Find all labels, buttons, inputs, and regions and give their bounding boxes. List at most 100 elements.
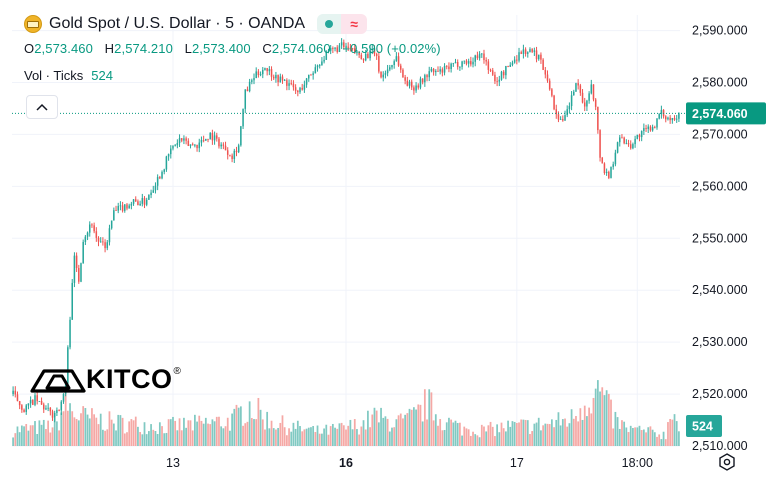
volume-bar (36, 434, 39, 446)
volume-bar (669, 418, 672, 446)
candle-body (191, 144, 194, 146)
chart-legend-header: Gold Spot / U.S. Dollar · 5 · OANDA ≈ (24, 12, 368, 36)
candle-body (134, 199, 137, 202)
candle-body (362, 59, 365, 61)
y-tick-label: 2,580.000 (692, 76, 748, 90)
volume-bar (531, 431, 534, 446)
candle-body (338, 45, 341, 52)
candle-body (360, 54, 363, 60)
volume-bar (194, 414, 196, 446)
candle-body (588, 93, 590, 101)
candle-body (564, 115, 566, 121)
volume-bar (321, 433, 323, 446)
volume-bar (399, 413, 402, 446)
volume-bar (678, 431, 680, 446)
volume-bar (559, 425, 562, 446)
candle-body (80, 263, 82, 282)
volume-bar (16, 426, 19, 446)
volume-bar (393, 427, 396, 446)
candle-body (189, 144, 192, 146)
volume-bar (432, 420, 435, 446)
volume-bar (250, 418, 253, 446)
volume-bar (596, 380, 599, 446)
open-key: O (24, 41, 35, 56)
volume-bar (397, 415, 400, 446)
symbol-title[interactable]: Gold Spot / U.S. Dollar · 5 · OANDA (49, 15, 306, 32)
volume-bar (112, 423, 115, 446)
volume-label[interactable]: Vol · Ticks (24, 68, 84, 83)
candle-body (522, 49, 525, 54)
close-key: C (262, 41, 272, 56)
volume-bar (408, 408, 411, 446)
volume-bar (104, 430, 106, 446)
candle-body (334, 47, 336, 49)
candle-body (88, 224, 91, 233)
volume-bar (568, 423, 571, 446)
candle-body (404, 77, 406, 81)
market-status-pill[interactable]: ≈ (317, 14, 368, 34)
y-tick-label: 2,540.000 (692, 283, 748, 297)
candle-body (244, 89, 247, 109)
volume-bar (472, 431, 474, 446)
candle-body (669, 117, 671, 121)
candle-body (60, 401, 63, 411)
candle-body (286, 80, 288, 86)
price-axis[interactable]: 2,590.000 2,580.000 2,570.000 2,560.000 2,55… (692, 24, 748, 453)
volume-legend: Vol · Ticks 524 (24, 68, 113, 83)
volume-bar (84, 408, 87, 446)
y-tick-label: 2,590.000 (692, 24, 748, 38)
volume-bar (586, 416, 588, 446)
volume-bar (367, 410, 369, 446)
volume-bar (362, 420, 365, 446)
last-price-label: 2,574.060 (692, 107, 748, 121)
volume-bar (430, 392, 433, 446)
candle-body (654, 127, 656, 128)
candle-body (229, 154, 231, 156)
time-axis[interactable]: 13 16 17 18:00 (166, 456, 653, 470)
volume-bar (246, 421, 249, 446)
volume-bar (288, 428, 290, 446)
candle-body (531, 49, 533, 52)
last-volume-label: 524 (692, 420, 713, 434)
candle-body (437, 70, 439, 72)
volume-bar (97, 424, 100, 446)
y-tick-label: 2,530.000 (692, 335, 748, 349)
open-value: 2,573.460 (34, 41, 93, 56)
candle-body (452, 63, 455, 65)
volume-bar (123, 433, 126, 446)
candle-body (18, 401, 21, 406)
high-key: H (104, 41, 115, 56)
candle-body (321, 61, 323, 66)
volume-bar (566, 426, 569, 446)
candle-body (253, 78, 255, 81)
volume-bar (161, 426, 163, 446)
volume-bar (200, 420, 203, 446)
volume-bar (88, 418, 91, 446)
candle-body (402, 69, 404, 78)
volume-bar (465, 428, 468, 446)
volume-bar (290, 431, 293, 446)
candle-body (213, 135, 216, 141)
collapse-legend-button[interactable] (26, 95, 58, 119)
volume-bar (428, 389, 431, 446)
candle-body (106, 242, 109, 249)
candle-body (71, 282, 73, 320)
candle-body (21, 405, 23, 410)
volume-bar (338, 423, 341, 446)
volume-bar (163, 433, 166, 446)
candle-body (513, 59, 516, 63)
candle-body (78, 268, 80, 282)
volume-bar (102, 429, 104, 446)
candle-body (658, 114, 660, 119)
candle-body (73, 255, 76, 283)
candle-body (255, 71, 257, 79)
volume-bar (62, 411, 65, 446)
volume-bar (437, 425, 439, 446)
candle-body (126, 204, 128, 209)
candle-body (505, 66, 507, 76)
volume-bar (253, 419, 255, 446)
candle-body (248, 81, 251, 92)
settings-icon[interactable] (719, 453, 735, 471)
candle-body (312, 73, 314, 76)
